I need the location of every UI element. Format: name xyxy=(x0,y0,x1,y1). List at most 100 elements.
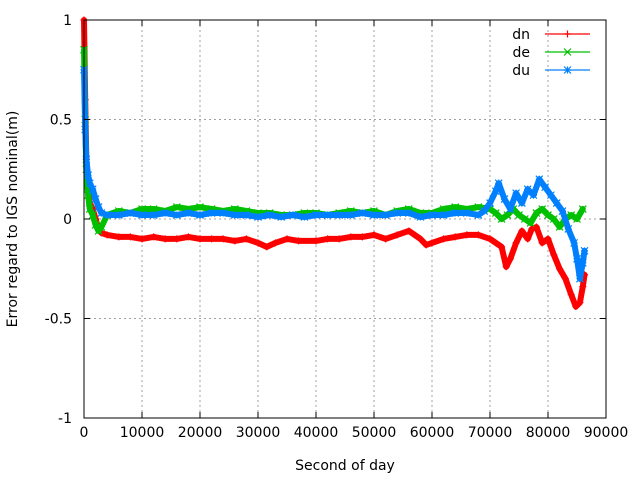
data-point-dn xyxy=(242,235,250,243)
data-point-du xyxy=(230,211,239,219)
data-point-du xyxy=(97,209,106,217)
y-tick-label: 0.5 xyxy=(50,113,72,129)
data-point-de xyxy=(520,215,529,223)
data-point-dn xyxy=(263,243,271,251)
data-point-dn xyxy=(103,231,111,239)
axis-ticks: 0 10000 20000 30000 40000 50000 60000 70000 8000… xyxy=(45,13,629,441)
data-point-dn xyxy=(538,239,546,247)
data-point-du xyxy=(219,209,228,217)
series-line-du xyxy=(81,66,588,282)
y-tick-label: 1 xyxy=(63,13,72,29)
legend-label: du xyxy=(512,63,530,79)
x-axis-title: Second of day xyxy=(295,458,395,474)
data-point-du xyxy=(494,179,503,188)
data-point-dn xyxy=(486,235,494,243)
data-point-du xyxy=(535,175,544,184)
legend-marker-de xyxy=(563,48,572,56)
data-point-dn xyxy=(382,235,390,243)
data-point-du xyxy=(517,199,526,208)
data-point-dn xyxy=(463,231,471,239)
data-point-de xyxy=(567,211,576,219)
data-point-du xyxy=(512,189,521,198)
data-point-du xyxy=(491,187,500,196)
data-point-de xyxy=(549,215,558,223)
data-point-du xyxy=(149,211,158,219)
data-point-dn xyxy=(295,237,303,245)
data-point-dn xyxy=(556,265,564,273)
data-point-de xyxy=(532,209,541,217)
x-tick-label: 50000 xyxy=(352,425,397,441)
data-point-dn xyxy=(576,299,584,307)
data-point-de xyxy=(97,223,106,231)
data-point-du xyxy=(404,209,413,217)
data-point-dn xyxy=(370,231,378,239)
data-point-dn xyxy=(312,237,320,245)
data-point-du xyxy=(323,211,332,219)
data-point-de xyxy=(88,211,97,219)
data-point-du xyxy=(300,213,309,221)
data-point-dn xyxy=(196,235,204,243)
legend-marker-dn xyxy=(564,30,571,38)
data-point-du xyxy=(172,211,181,219)
data-point-dn xyxy=(184,233,192,241)
series-line-dn xyxy=(81,17,588,310)
data-point-du xyxy=(242,211,251,219)
data-point-de xyxy=(138,205,146,213)
data-point-de xyxy=(196,203,204,211)
data-point-de xyxy=(91,221,100,229)
data-point-du xyxy=(358,209,367,217)
data-point-dn xyxy=(126,233,134,241)
data-point-dn xyxy=(579,283,587,291)
y-tick-label: -1 xyxy=(58,411,72,427)
x-tick-label: 90000 xyxy=(584,425,629,441)
data-point-du xyxy=(184,209,193,217)
data-point-dn xyxy=(422,241,430,249)
legend: dn de du xyxy=(512,27,590,79)
data-point-dn xyxy=(428,239,436,247)
data-point-dn xyxy=(572,303,580,311)
data-point-dn xyxy=(524,235,532,243)
data-point-du xyxy=(416,213,425,221)
data-point-dn xyxy=(161,235,169,243)
data-point-du xyxy=(103,211,112,219)
data-point-dn xyxy=(528,225,536,233)
data-point-dn xyxy=(405,227,413,235)
data-point-dn xyxy=(254,239,262,247)
data-point-du xyxy=(439,211,448,219)
data-point-de xyxy=(538,205,547,213)
data-point-dn xyxy=(115,233,123,241)
data-point-dn xyxy=(138,235,146,243)
data-point-dn xyxy=(506,255,514,263)
data-point-du xyxy=(474,211,483,219)
y-tick-label: 0 xyxy=(63,212,72,228)
data-point-du xyxy=(451,209,460,217)
data-point-du xyxy=(370,211,378,219)
data-point-dn xyxy=(567,291,575,299)
series-du xyxy=(80,65,589,283)
data-point-dn xyxy=(150,233,158,241)
data-point-de xyxy=(544,211,552,219)
data-point-dn xyxy=(451,233,459,241)
data-point-dn xyxy=(498,243,506,251)
data-point-du xyxy=(114,211,123,219)
data-point-du xyxy=(500,195,509,204)
data-point-du xyxy=(254,213,262,221)
data-point-du xyxy=(393,209,402,217)
data-point-dn xyxy=(358,233,366,241)
data-point-du xyxy=(277,213,286,221)
data-point-de xyxy=(474,203,483,211)
data-point-dn xyxy=(173,235,181,243)
x-tick-label: 80000 xyxy=(526,425,571,441)
data-point-du xyxy=(288,211,297,219)
data-point-du xyxy=(552,199,561,208)
data-point-dn xyxy=(492,239,500,247)
data-point-du xyxy=(207,209,216,217)
data-point-dn xyxy=(561,275,569,283)
data-point-de xyxy=(555,223,564,231)
data-point-du xyxy=(91,195,100,204)
data-point-du xyxy=(558,207,567,215)
data-point-de xyxy=(526,219,535,227)
x-tick-label: 60000 xyxy=(410,425,455,441)
data-point-du xyxy=(428,211,436,219)
